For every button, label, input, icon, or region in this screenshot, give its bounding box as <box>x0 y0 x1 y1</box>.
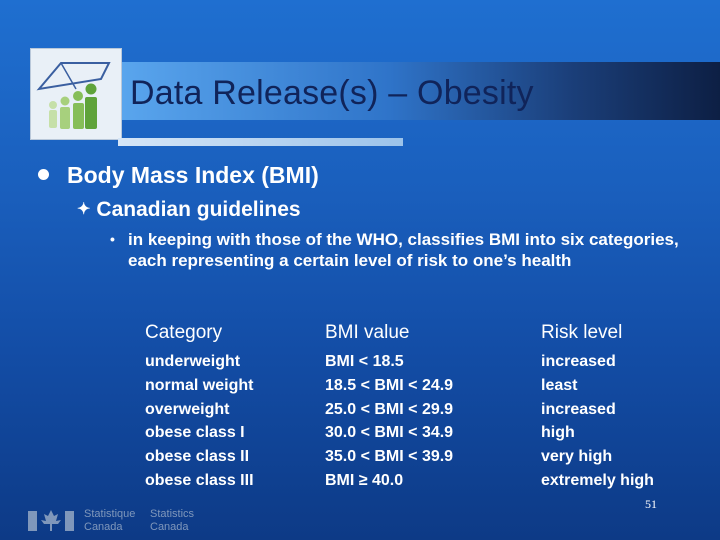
title-band <box>118 62 720 120</box>
title-underline <box>118 138 403 146</box>
table-cell: least <box>541 376 578 394</box>
star-bullet-icon: ✦ <box>77 201 91 218</box>
dot-bullet-icon: • <box>110 231 115 247</box>
footer-fr-line1: Statistique <box>84 508 136 520</box>
table-cell: 35.0 < BMI < 39.9 <box>325 448 454 466</box>
bullet-level-3: • in keeping with those of the WHO, clas… <box>110 229 690 271</box>
table-header-bmi-value: BMI value <box>325 322 410 343</box>
statistics-canada-wordmark: Statistique Canada Statistics Canada <box>28 506 228 536</box>
footer-en-line2: Canada <box>150 521 189 533</box>
table-column-risk-level: Risk level increased least increased hig… <box>541 322 711 493</box>
footer-fr-line2: Canada <box>84 521 123 533</box>
footer-en-line1: Statistics <box>150 508 195 520</box>
bullet-level-2-text: Canadian guidelines <box>96 198 301 221</box>
page-title: Data Release(s) – Obesity <box>130 74 534 112</box>
table-cell: underweight <box>145 353 241 370</box>
table-cell: obese class I <box>145 424 245 442</box>
table-header-risk-level: Risk level <box>541 322 623 343</box>
table-cell: 25.0 < BMI < 29.9 <box>325 400 454 418</box>
table-cell: obese class II <box>145 448 250 466</box>
bullet-level-3-text: in keeping with those of the WHO, classi… <box>128 230 679 270</box>
bullet-level-1-text: Body Mass Index (BMI) <box>67 162 319 188</box>
table-column-bmi-value: BMI value BMI < 18.5 18.5 < BMI < 24.9 2… <box>325 322 525 493</box>
table-cell: 30.0 < BMI < 34.9 <box>325 424 454 442</box>
table-cell: very high <box>541 448 613 466</box>
bullet-level-1: Body Mass Index (BMI) <box>38 162 319 189</box>
page-number: 51 <box>645 497 657 511</box>
table-cell: high <box>541 424 575 442</box>
table-cell: obese class III <box>145 471 254 489</box>
table-cell: increased <box>541 400 616 418</box>
canada-flag-icon <box>28 510 74 531</box>
table-cell: BMI ≥ 40.0 <box>325 471 404 489</box>
evolution-logo <box>30 48 122 140</box>
table-cell: extremely high <box>541 471 654 489</box>
table-cell: normal weight <box>145 376 254 394</box>
table-cell: increased <box>541 353 616 370</box>
table-cell: BMI < 18.5 <box>325 353 404 370</box>
bullet-level-2: ✦ Canadian guidelines <box>77 198 301 222</box>
table-cell: overweight <box>145 400 230 418</box>
table-cell: 18.5 < BMI < 24.9 <box>325 376 454 394</box>
bullet-dot-icon <box>38 169 49 181</box>
table-column-category: Category underweight normal weight overw… <box>145 322 315 493</box>
table-header-category: Category <box>145 322 223 343</box>
